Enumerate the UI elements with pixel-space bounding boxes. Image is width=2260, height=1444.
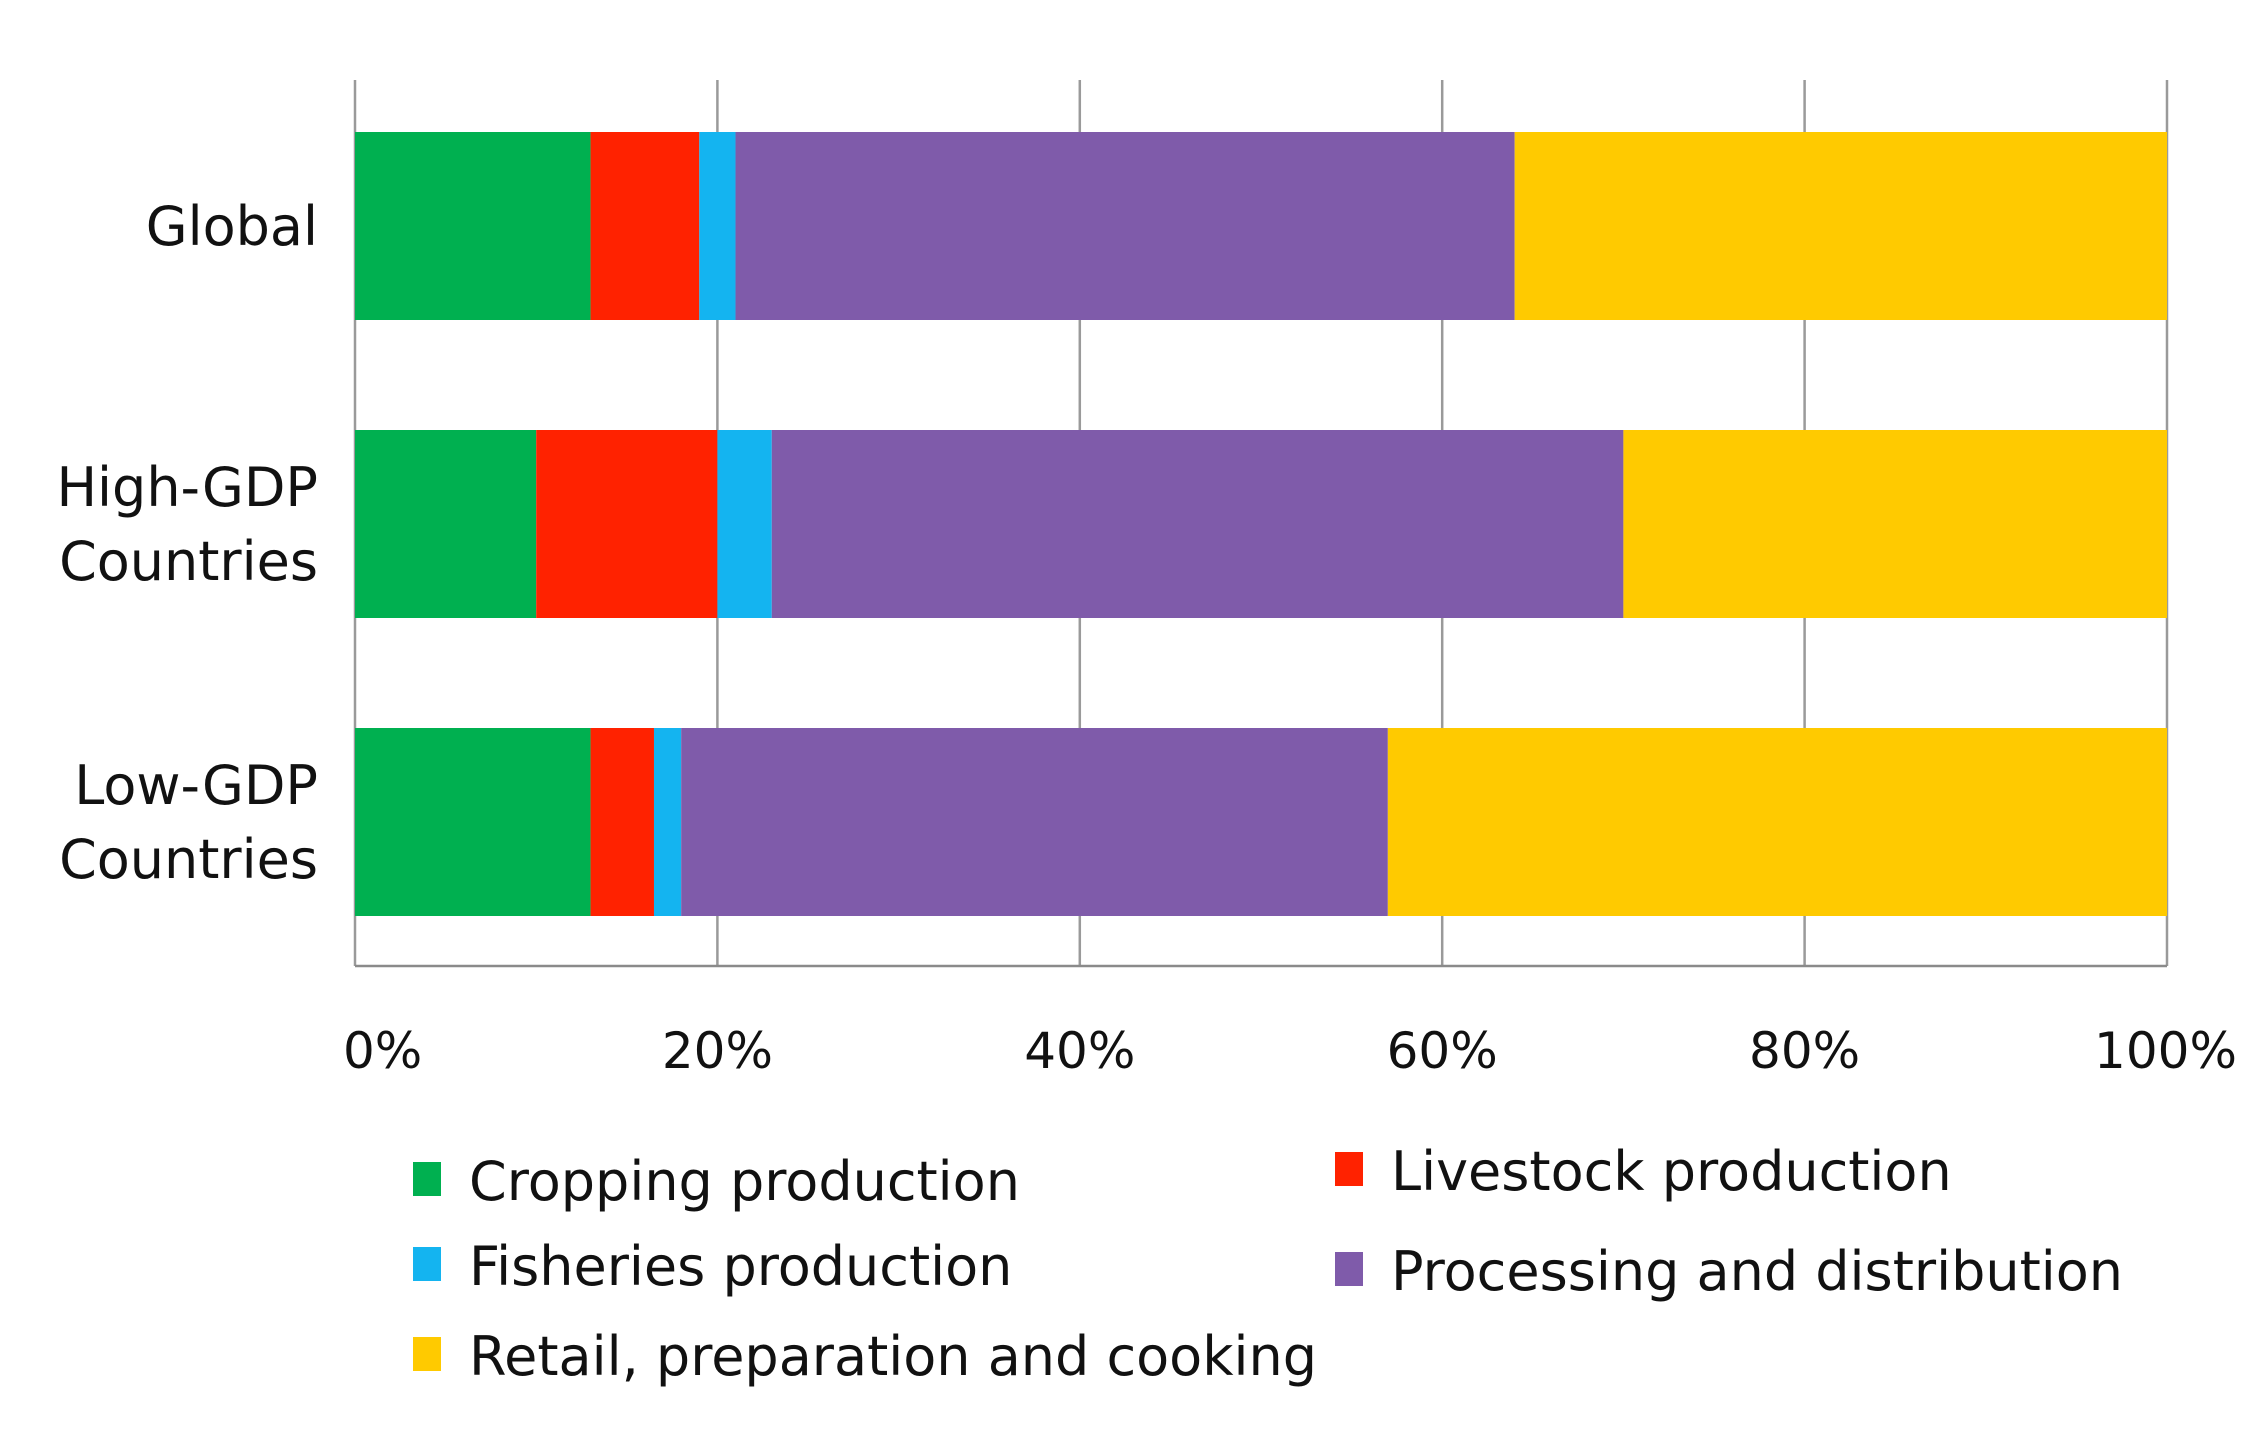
legend-swatch-4 bbox=[413, 1337, 441, 1371]
bars bbox=[355, 132, 2167, 916]
category-label-2-0: Low-GDP bbox=[74, 754, 318, 817]
x-tick-label-60pct: 60% bbox=[1387, 1022, 1498, 1080]
bar-segment-low-gdp-countries-processing bbox=[681, 728, 1388, 916]
bar-segment-low-gdp-countries-cropping bbox=[355, 728, 591, 916]
bar-segment-high-gdp-countries-livestock bbox=[536, 430, 718, 618]
x-tick-label-100pct: 100% bbox=[2094, 1022, 2237, 1080]
bar-segment-high-gdp-countries-retail bbox=[1623, 430, 2167, 618]
bar-segment-low-gdp-countries-livestock bbox=[590, 728, 654, 916]
legend-swatch-1 bbox=[1335, 1152, 1363, 1186]
x-axis: 0% 20% 40% 60% 80% 100% bbox=[343, 964, 2237, 1080]
legend-label-1: Livestock production bbox=[1391, 1140, 1952, 1203]
x-tick-label-20pct: 20% bbox=[662, 1022, 773, 1080]
legend-label-4: Retail, preparation and cooking bbox=[469, 1325, 1317, 1388]
bar-segment-low-gdp-countries-retail bbox=[1387, 728, 2167, 916]
x-tick-label-40pct: 40% bbox=[1024, 1022, 1135, 1080]
bar-segment-global-processing bbox=[735, 132, 1515, 320]
category-label-2-1: Countries bbox=[59, 828, 318, 891]
bar-segment-global-retail bbox=[1514, 132, 2167, 320]
category-labels: Global High-GDP Countries Low-GDP Countries bbox=[56, 195, 318, 891]
bar-segment-global-cropping bbox=[355, 132, 591, 320]
legend-label-3: Processing and distribution bbox=[1391, 1240, 2123, 1303]
legend: Cropping production Livestock production F… bbox=[413, 1140, 2123, 1388]
legend-label-0: Cropping production bbox=[469, 1150, 1020, 1213]
category-label-1-1: Countries bbox=[59, 530, 318, 593]
bar-segment-global-fisheries bbox=[699, 132, 736, 320]
bar-segment-low-gdp-countries-fisheries bbox=[653, 728, 682, 916]
bar-segment-high-gdp-countries-processing bbox=[771, 430, 1624, 618]
bar-segment-high-gdp-countries-fisheries bbox=[717, 430, 772, 618]
category-label-1-0: High-GDP bbox=[56, 456, 318, 519]
legend-label-2: Fisheries production bbox=[469, 1235, 1012, 1298]
legend-swatch-2 bbox=[413, 1247, 441, 1281]
x-tick-label-80pct: 80% bbox=[1749, 1022, 1860, 1080]
legend-swatch-0 bbox=[413, 1162, 441, 1196]
bar-segment-high-gdp-countries-cropping bbox=[355, 430, 537, 618]
x-tick-label-0pct: 0% bbox=[343, 1022, 422, 1080]
legend-swatch-3 bbox=[1335, 1252, 1363, 1286]
category-label-0-0: Global bbox=[146, 195, 318, 258]
bar-segment-global-livestock bbox=[590, 132, 700, 320]
